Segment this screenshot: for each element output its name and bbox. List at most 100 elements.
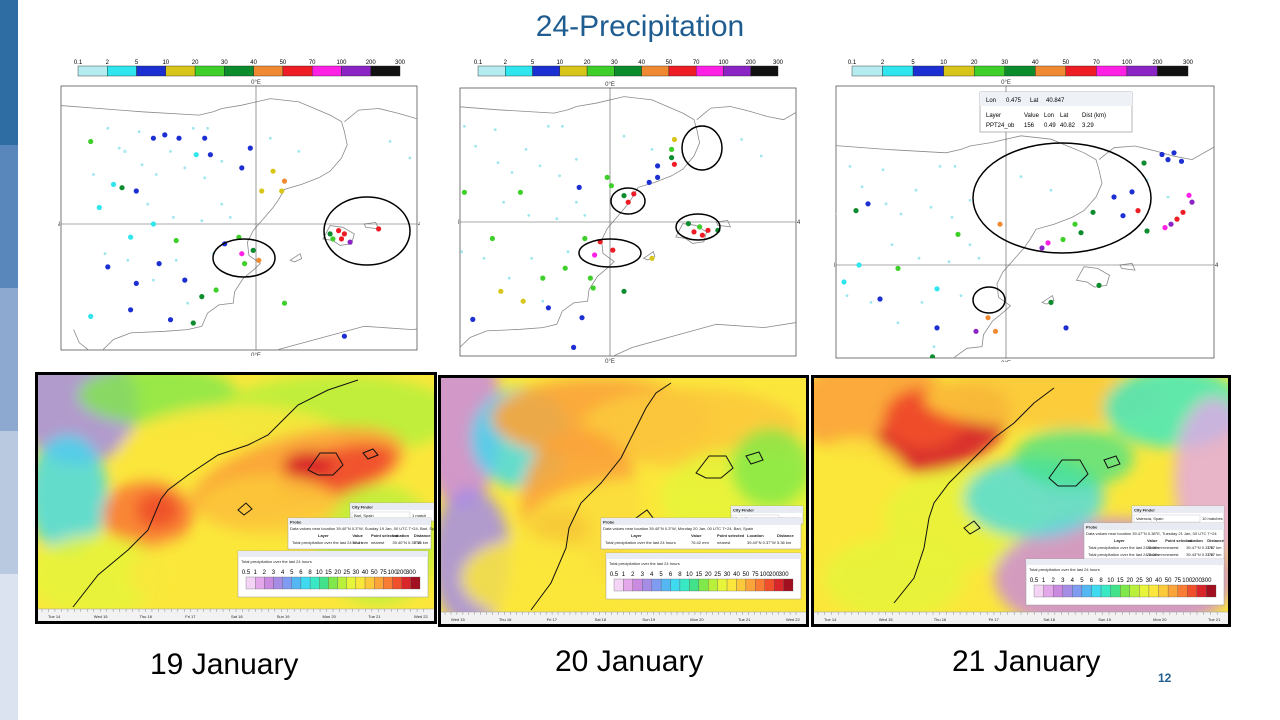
colorbar-swatch	[273, 576, 283, 590]
city-finder-title: City Finder	[1134, 508, 1155, 513]
model-field-svg: Wed 15 Thu 16 Fri 17 Sat 18 Sun 19 Mon 20 Tue …	[441, 378, 806, 624]
probe-column-header: Value	[1147, 538, 1158, 543]
timeline-bar	[814, 612, 1228, 624]
colorbar-label: 25	[1136, 578, 1143, 584]
station-point	[146, 202, 150, 206]
station-point	[202, 135, 208, 141]
legend-label: 50	[666, 60, 673, 66]
colorbar-label: 30	[1146, 578, 1153, 584]
station-point	[592, 252, 598, 258]
probe-column-header: Location	[747, 533, 764, 538]
colorbar-title: Total precipitation over the last 24 hou…	[241, 559, 312, 564]
colorbar-swatch	[1158, 584, 1169, 598]
station-point	[183, 166, 187, 170]
colorbar-swatch	[642, 578, 652, 592]
station-point	[281, 300, 288, 306]
colorbar-swatch	[783, 578, 794, 592]
station-point	[932, 345, 936, 348]
legend-label: 30	[611, 60, 618, 66]
legend-swatch	[370, 65, 401, 77]
station-point	[530, 256, 533, 260]
meridian-label: 0°E	[605, 82, 615, 88]
station-point	[191, 126, 195, 130]
station-point	[608, 183, 614, 189]
station-point	[740, 138, 743, 141]
legend-swatch	[253, 65, 284, 77]
legend-label: 40	[1032, 60, 1039, 66]
probe-cell: 156	[1024, 123, 1035, 129]
probe-cell: 22.09 mm	[1147, 552, 1165, 557]
legend-swatch	[341, 65, 371, 77]
island-outline	[745, 451, 764, 465]
probe-column-header: Lon	[1044, 113, 1054, 119]
timeline-label: Tue 21	[368, 614, 381, 619]
probe-title: Probe	[1086, 525, 1098, 530]
timeline-label: Thu 16	[934, 617, 947, 622]
legend-label: 300	[395, 60, 406, 66]
colorbar-swatch	[374, 576, 384, 590]
colorbar-swatch	[632, 578, 643, 592]
model-precip-map-19-january: Tue 14 Wed 15 Thu 16 Fri 17 Sat 18 Sun 19 Mon …	[35, 372, 437, 624]
timeline-label: Wed 15	[879, 617, 893, 622]
observation-map-svg: 0.1 2 5 10 20 30 40 50 70 100 200 300 0°E 0°E 40°N 40°…	[834, 60, 1218, 362]
colorbar-label: 20	[1126, 578, 1133, 584]
probe-column-header: Layer	[631, 533, 642, 538]
city-finder-meta: 1 match	[412, 513, 426, 518]
legend-swatch	[194, 65, 225, 77]
station-point	[103, 252, 107, 256]
station-point	[566, 250, 570, 254]
colorbar-swatch	[726, 578, 737, 592]
legend-swatch	[668, 65, 697, 77]
station-point	[621, 288, 627, 294]
colorbar-label: 6	[669, 572, 673, 578]
station-point	[541, 299, 545, 303]
legend-label: 10	[940, 60, 947, 66]
timeline-label: Fri 17	[989, 617, 1000, 622]
station-point	[622, 134, 626, 138]
station-point	[625, 199, 631, 205]
colorbar-label: 100	[388, 570, 399, 576]
station-point	[895, 265, 901, 271]
colorbar-swatch	[1148, 584, 1159, 598]
station-point	[836, 213, 837, 215]
station-point	[917, 256, 921, 260]
station-point	[1135, 208, 1141, 214]
precip-legend: 0.1 2 5 10 20 30 40 50 70 100 200 300	[848, 60, 1194, 77]
timeline-label: Thu 16	[140, 614, 153, 619]
station-point	[176, 135, 182, 141]
observation-map-19-january: 0.1 2 5 10 20 30 40 50 70 100 200 300 0°E 0°E 40°N 40°…	[58, 56, 420, 356]
colorbar-label: 20	[334, 570, 341, 576]
colorbar-label: 3	[1061, 578, 1065, 584]
colorbar-swatch	[1033, 584, 1044, 598]
timeline-label: Wed 15	[94, 614, 108, 619]
probe-cell: 3.29	[1082, 123, 1094, 129]
station-point	[853, 208, 859, 214]
map-frame	[60, 85, 418, 351]
parallel-label: 40°N	[458, 220, 459, 226]
station-point	[268, 136, 272, 140]
colorbar-swatch	[1062, 584, 1073, 598]
probe-cell: Total precipitation over the last 24 hou…	[1088, 545, 1159, 550]
colorbar-label: 8	[1099, 578, 1103, 584]
colorbar-swatch	[383, 576, 393, 590]
coastline-path	[1098, 145, 1214, 161]
colorbar-title: Total precipitation over the last 24 hou…	[609, 561, 680, 566]
station-point	[461, 189, 467, 195]
station-point	[169, 150, 172, 153]
colorbar-label: 75	[752, 572, 759, 578]
legend-label: 30	[1001, 60, 1008, 66]
highlight-circle	[681, 125, 723, 171]
timeline-bar	[441, 612, 806, 624]
parallel-label: 40°N	[58, 222, 60, 228]
colorbar-swatch	[660, 578, 671, 592]
station-point	[575, 157, 578, 161]
colorbar-swatch	[337, 576, 347, 590]
colorbar-label: 200	[769, 572, 780, 578]
station-point	[96, 204, 102, 211]
legend-label: 10	[162, 60, 169, 66]
stripe-segment	[0, 288, 18, 431]
colorbar-label: 300	[406, 570, 417, 576]
station-point	[587, 275, 593, 281]
colorbar-swatch	[1053, 584, 1063, 598]
station-point	[848, 165, 852, 168]
